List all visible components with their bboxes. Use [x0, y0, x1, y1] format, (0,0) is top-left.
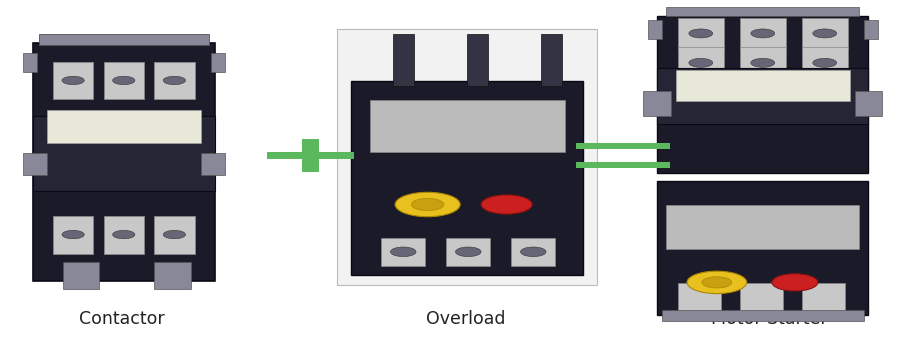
Bar: [648, 21, 662, 39]
Bar: [302, 139, 319, 172]
Bar: [740, 283, 783, 312]
Bar: [802, 47, 848, 78]
Bar: [22, 53, 37, 72]
Bar: [467, 34, 488, 86]
Bar: [542, 34, 562, 86]
Bar: [864, 21, 878, 39]
Circle shape: [813, 29, 837, 38]
Bar: [676, 70, 850, 101]
FancyBboxPatch shape: [351, 81, 583, 275]
Bar: [576, 143, 670, 149]
Circle shape: [395, 192, 460, 217]
Circle shape: [688, 29, 713, 38]
Circle shape: [62, 231, 85, 239]
Circle shape: [112, 231, 135, 239]
FancyBboxPatch shape: [657, 180, 868, 315]
Bar: [32, 116, 215, 191]
Circle shape: [751, 58, 775, 67]
Bar: [201, 153, 225, 175]
Bar: [740, 47, 786, 78]
Circle shape: [391, 247, 416, 257]
Bar: [576, 162, 670, 168]
Bar: [267, 152, 354, 159]
Bar: [47, 110, 201, 143]
Bar: [657, 68, 868, 124]
Circle shape: [163, 76, 185, 84]
Bar: [154, 216, 194, 254]
Circle shape: [702, 277, 732, 288]
Bar: [662, 310, 864, 321]
Bar: [392, 34, 414, 86]
Bar: [154, 62, 194, 99]
Bar: [22, 153, 47, 175]
Bar: [39, 34, 209, 45]
Circle shape: [455, 247, 481, 257]
Circle shape: [62, 76, 85, 84]
Bar: [511, 238, 555, 266]
Text: Overload: Overload: [427, 310, 506, 329]
Bar: [154, 262, 191, 289]
Circle shape: [520, 247, 546, 257]
Bar: [382, 238, 426, 266]
Bar: [63, 262, 100, 289]
Bar: [211, 53, 225, 72]
Bar: [802, 18, 848, 49]
Circle shape: [688, 58, 713, 67]
Text: Contactor: Contactor: [78, 310, 165, 329]
Circle shape: [751, 29, 775, 38]
Bar: [370, 100, 564, 152]
Bar: [740, 18, 786, 49]
Bar: [644, 91, 670, 116]
Circle shape: [772, 274, 818, 291]
FancyBboxPatch shape: [657, 17, 868, 173]
Circle shape: [481, 195, 532, 214]
Bar: [338, 29, 597, 285]
Bar: [678, 283, 722, 312]
Bar: [104, 216, 144, 254]
Bar: [666, 7, 860, 17]
Bar: [802, 283, 845, 312]
FancyBboxPatch shape: [32, 43, 215, 281]
Circle shape: [163, 231, 185, 239]
Text: Motor Starter: Motor Starter: [711, 310, 828, 329]
Bar: [854, 91, 882, 116]
Circle shape: [112, 76, 135, 84]
Bar: [678, 47, 724, 78]
Bar: [446, 238, 490, 266]
Bar: [53, 216, 94, 254]
Bar: [678, 18, 724, 49]
Bar: [53, 62, 94, 99]
Circle shape: [687, 271, 747, 294]
Bar: [104, 62, 144, 99]
Circle shape: [411, 198, 444, 211]
Circle shape: [813, 58, 837, 67]
Bar: [666, 205, 860, 249]
